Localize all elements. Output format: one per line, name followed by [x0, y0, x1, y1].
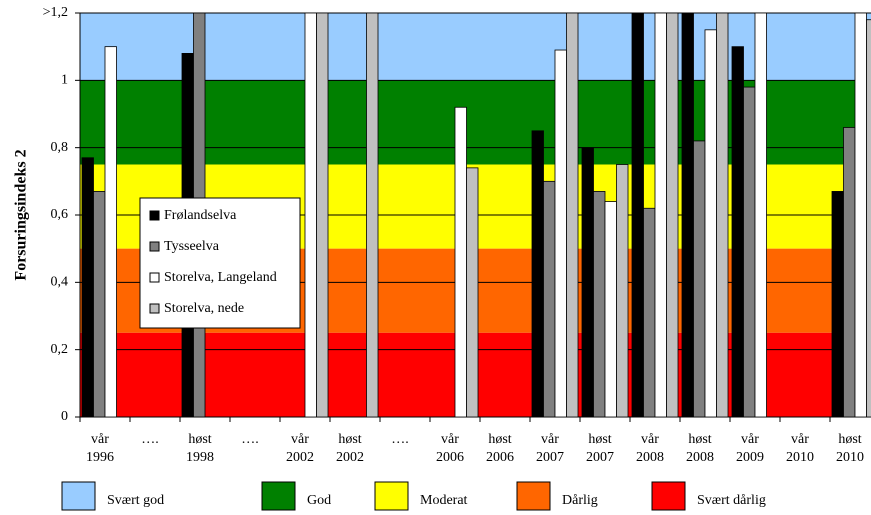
x-tick-label: vår 2007: [536, 432, 564, 465]
zone-legend-label: God: [307, 493, 331, 508]
x-tick-label: vår 1996: [86, 432, 114, 465]
zone-legend-label: Svært dårlig: [697, 493, 766, 508]
legend-swatch: [149, 210, 160, 221]
bar: [531, 130, 544, 418]
bar: [466, 167, 479, 418]
bar: [681, 12, 694, 418]
x-tick-label: vår 2010: [786, 432, 814, 465]
x-tick-label: ….: [141, 432, 159, 447]
zone-legend-label: Svært god: [107, 493, 164, 508]
y-axis-label: Forsuringsindeks 2: [13, 149, 30, 280]
bar: [831, 191, 844, 418]
y-tick-label: 0,4: [51, 275, 69, 290]
bar: [104, 46, 117, 418]
bar: [454, 106, 467, 418]
x-tick-label: høst 2008: [686, 432, 714, 465]
bar: [866, 19, 871, 418]
x-tick-label: vår 2008: [636, 432, 664, 465]
bar: [604, 201, 617, 418]
x-tick-label: ….: [241, 432, 259, 447]
bar: [693, 140, 706, 418]
bar: [81, 157, 94, 418]
y-tick-label: 0,2: [51, 342, 69, 357]
legend-label: Storelva, nede: [164, 301, 244, 316]
bar: [731, 46, 744, 418]
zone-legend-label: Dårlig: [562, 493, 598, 508]
x-tick-label: ….: [391, 432, 409, 447]
y-tick-label: 0: [61, 409, 68, 424]
bar: [704, 29, 717, 418]
bar: [593, 191, 606, 418]
zone-legend-swatch: [516, 481, 551, 511]
x-tick-label: høst 2010: [836, 432, 864, 465]
legend-label: Storelva, Langeland: [164, 270, 277, 285]
legend-swatch: [149, 303, 160, 314]
x-tick-label: høst 1998: [186, 432, 214, 465]
bar: [543, 180, 556, 418]
bar: [366, 12, 379, 418]
bar: [616, 164, 629, 418]
legend-label: Tysseelva: [164, 239, 220, 254]
bar: [554, 49, 567, 418]
bar: [854, 12, 867, 418]
bar: [316, 12, 329, 418]
bar: [743, 86, 756, 418]
x-tick-label: vår 2002: [286, 432, 314, 465]
bar: [566, 12, 579, 418]
zone-legend-swatch: [374, 481, 409, 511]
bar: [304, 12, 317, 418]
legend-label: Frølandselva: [164, 208, 237, 223]
bar: [93, 191, 106, 418]
y-tick-label: 0,6: [51, 207, 69, 222]
bar: [631, 12, 644, 418]
bar: [581, 147, 594, 418]
y-tick-label: 0,8: [51, 140, 69, 155]
bar: [716, 12, 729, 418]
legend-swatch: [149, 272, 160, 283]
bar: [843, 127, 856, 418]
bar: [666, 12, 679, 418]
y-tick-label: 1: [61, 73, 68, 88]
bar: [643, 207, 656, 418]
zone-legend-swatch: [261, 481, 296, 511]
x-tick-label: høst 2007: [586, 432, 614, 465]
legend-swatch: [149, 241, 160, 252]
zone-legend-swatch: [61, 481, 96, 511]
x-tick-label: vår 2006: [436, 432, 464, 465]
x-tick-label: høst 2006: [486, 432, 514, 465]
bar: [654, 12, 667, 418]
x-tick-label: vår 2009: [736, 432, 764, 465]
bar: [754, 12, 767, 418]
y-tick-label: >1,2: [43, 5, 68, 20]
zone-legend-label: Moderat: [420, 493, 468, 508]
legend-box: [139, 197, 301, 329]
x-tick-label: høst 2002: [336, 432, 364, 465]
zone-legend-swatch: [651, 481, 686, 511]
